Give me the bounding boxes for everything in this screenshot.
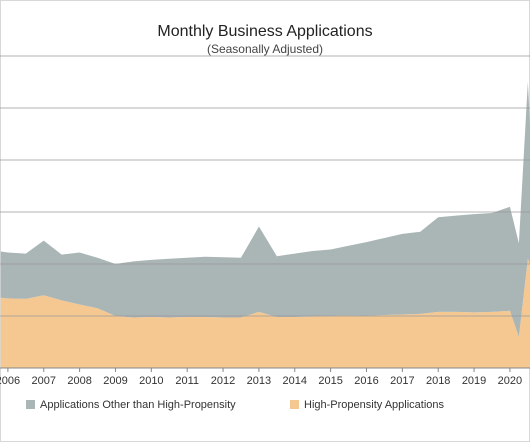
x-tick-label: 2014 — [283, 375, 307, 387]
chart-subtitle: (Seasonally Adjusted) — [207, 42, 323, 56]
legend-label: High-Propensity Applications — [304, 399, 445, 411]
legend-swatch — [26, 400, 35, 409]
x-tick-label: 2020 — [498, 375, 522, 387]
x-tick-label: 2011 — [175, 375, 199, 387]
x-tick-label: 2006 — [0, 375, 20, 387]
x-tick-label: 2007 — [32, 375, 56, 387]
x-tick-label: 2019 — [462, 375, 486, 387]
x-tick-label: 2016 — [354, 375, 378, 387]
x-tick-label: 2017 — [390, 375, 414, 387]
x-tick-label: 2015 — [318, 375, 342, 387]
area — [0, 82, 530, 337]
x-tick-label: 2018 — [426, 375, 450, 387]
x-tick-label: 2010 — [139, 375, 163, 387]
x-tick-label: 2008 — [67, 375, 91, 387]
x-tick-label: 2012 — [211, 375, 235, 387]
area — [0, 258, 530, 368]
x-tick-label: 2013 — [247, 375, 271, 387]
chart-title: Monthly Business Applications — [157, 23, 372, 40]
legend-swatch — [290, 400, 299, 409]
x-tick-label: 2009 — [103, 375, 127, 387]
legend-label: Applications Other than High-Propensity — [40, 399, 236, 411]
